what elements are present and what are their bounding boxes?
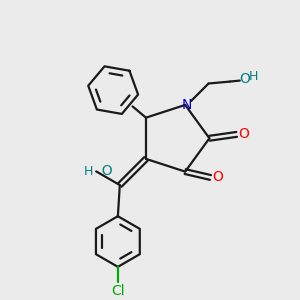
Text: O: O	[238, 128, 250, 141]
Text: O: O	[212, 170, 223, 184]
Text: O: O	[240, 72, 250, 86]
Text: H: H	[84, 165, 93, 178]
Text: O: O	[93, 164, 113, 178]
Text: H: H	[248, 70, 258, 83]
Text: Cl: Cl	[111, 284, 125, 298]
Text: N: N	[182, 98, 192, 112]
